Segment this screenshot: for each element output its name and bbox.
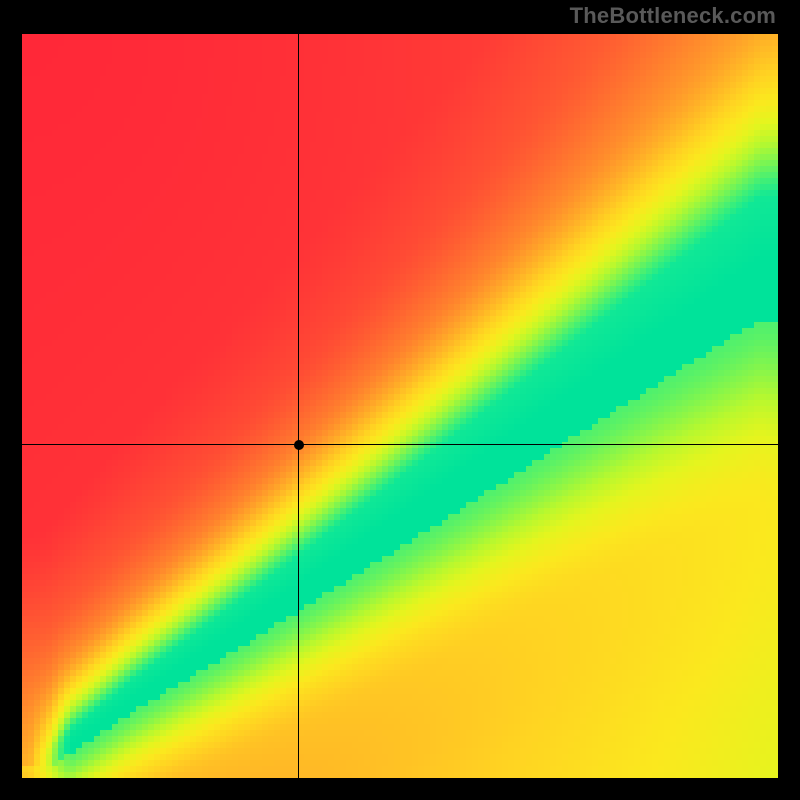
crosshair-vertical xyxy=(298,34,299,778)
crosshair-marker xyxy=(294,440,304,450)
heatmap-canvas xyxy=(22,34,778,778)
crosshair-horizontal xyxy=(22,444,778,445)
watermark-text: TheBottleneck.com xyxy=(570,3,776,29)
heatmap-plot xyxy=(22,34,778,778)
